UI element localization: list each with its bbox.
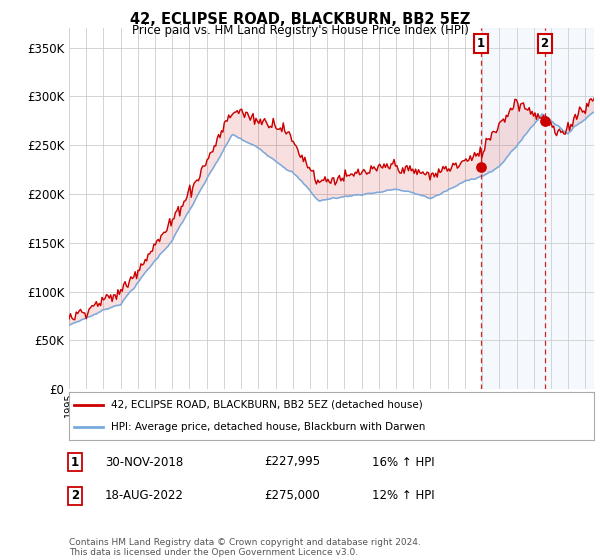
Text: 1: 1: [476, 37, 485, 50]
Text: Price paid vs. HM Land Registry's House Price Index (HPI): Price paid vs. HM Land Registry's House …: [131, 24, 469, 36]
Bar: [545, 28, 594, 389]
Text: 1: 1: [71, 455, 79, 469]
Text: HPI: Average price, detached house, Blackburn with Darwen: HPI: Average price, detached house, Blac…: [111, 422, 425, 432]
Text: Contains HM Land Registry data © Crown copyright and database right 2024.
This d: Contains HM Land Registry data © Crown c…: [69, 538, 421, 557]
Point: [476, 162, 485, 171]
Text: 42, ECLIPSE ROAD, BLACKBURN, BB2 5EZ: 42, ECLIPSE ROAD, BLACKBURN, BB2 5EZ: [130, 12, 470, 27]
Point: [540, 116, 550, 125]
Text: 42, ECLIPSE ROAD, BLACKBURN, BB2 5EZ (detached house): 42, ECLIPSE ROAD, BLACKBURN, BB2 5EZ (de…: [111, 400, 423, 410]
Text: 2: 2: [71, 489, 79, 502]
Text: 12% ↑ HPI: 12% ↑ HPI: [372, 489, 434, 502]
Text: 2: 2: [541, 37, 549, 50]
Text: £275,000: £275,000: [264, 489, 320, 502]
Bar: [481, 28, 545, 389]
Text: 18-AUG-2022: 18-AUG-2022: [105, 489, 184, 502]
Text: £227,995: £227,995: [264, 455, 320, 469]
Text: 16% ↑ HPI: 16% ↑ HPI: [372, 455, 434, 469]
Text: 30-NOV-2018: 30-NOV-2018: [105, 455, 183, 469]
